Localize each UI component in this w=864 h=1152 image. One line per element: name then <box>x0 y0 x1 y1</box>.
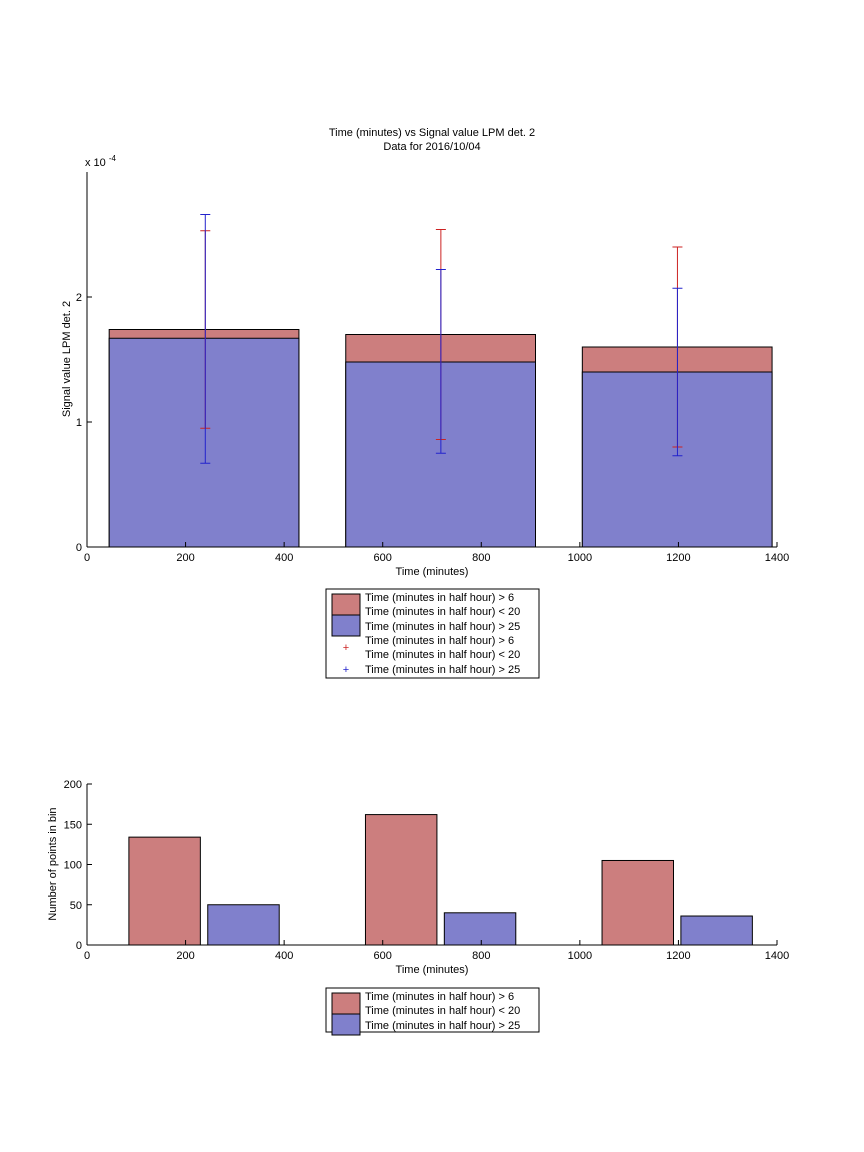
chart1-x-tick-label-6: 1200 <box>666 552 690 564</box>
chart2-y-tick-label-0: 0 <box>76 940 82 952</box>
chart2-legend-swatch-lower <box>331 1013 361 1036</box>
chart2-legend-entry-1: Time (minutes in half hour) > 6 <box>365 991 514 1003</box>
chart1-y-exponent-power: -4 <box>109 154 117 163</box>
chart2-y-label: Number of points in bin <box>47 807 59 920</box>
chart2-x-tick-label-4: 800 <box>472 950 490 962</box>
chart1-y-exponent-base: x 10 <box>85 157 106 169</box>
chart2-y-tick-label-4: 200 <box>64 779 82 791</box>
chart2-y-ticks: 0 50 100 150 200 <box>64 779 92 952</box>
chart2-x-label: Time (minutes) <box>396 964 469 976</box>
chart1-legend-entry-4: Time (minutes in half hour) > 6 <box>365 635 514 647</box>
chart2-x-tick-label-5: 1000 <box>568 950 592 962</box>
chart1-x-tick-label-5: 1000 <box>568 552 592 564</box>
chart2-x-tick-label-3: 600 <box>374 950 392 962</box>
chart1-legend-entry-2: Time (minutes in half hour) < 20 <box>365 606 520 618</box>
chart2-plot <box>128 814 753 946</box>
chart1-legend: + + Time (minutes in half hour) > 6 Time… <box>325 588 540 679</box>
chart2-y-tick-label-3: 150 <box>64 819 82 831</box>
chart2-y-tick-label-1: 50 <box>70 900 82 912</box>
chart1-legend-entry-1: Time (minutes in half hour) > 6 <box>365 592 514 604</box>
chart1-y-ticks: 0 1 2 <box>76 292 92 554</box>
chart2-x-tick-label-1: 200 <box>176 950 194 962</box>
chart2-bar-0-0 <box>128 836 201 946</box>
chart1-bar-lower-0 <box>108 337 300 548</box>
chart1-y-label: Signal value LPM det. 2 <box>61 301 73 417</box>
chart1-x-tick-label-3: 600 <box>374 552 392 564</box>
chart1-x-tick-label-2: 400 <box>275 552 293 564</box>
chart1-legend-entry-6: Time (minutes in half hour) > 25 <box>365 664 520 676</box>
chart1-legend-marker-blue: + <box>343 664 349 676</box>
chart1-x-tick-label-4: 800 <box>472 552 490 564</box>
chart1-plot <box>108 214 773 548</box>
chart2-bar-1-0 <box>207 904 280 946</box>
chart2-x-tick-label-6: 1200 <box>666 950 690 962</box>
chart1-legend-swatch-lower <box>331 614 361 637</box>
chart2-legend-box <box>325 987 540 1033</box>
chart1-legend-entry-3: Time (minutes in half hour) > 25 <box>365 621 520 633</box>
chart2-y-tick-label-2: 100 <box>64 860 82 872</box>
chart1-x-tick-label-1: 200 <box>176 552 194 564</box>
chart1-y-tick-label-0: 0 <box>76 542 82 554</box>
chart1-y-exponent: x 10 -4 <box>85 154 117 169</box>
chart2-legend-entry-3: Time (minutes in half hour) > 25 <box>365 1020 520 1032</box>
chart2-x-tick-label-7: 1400 <box>765 950 789 962</box>
chart1-x-tick-label-7: 1400 <box>765 552 789 564</box>
chart1-x-ticks: 0 200 400 600 800 1000 1200 1400 <box>84 542 789 564</box>
chart1-y-tick-label-1: 1 <box>76 417 82 429</box>
chart1-x-label: Time (minutes) <box>396 566 469 578</box>
chart2-x-tick-label-0: 0 <box>84 950 90 962</box>
chart1-title: Time (minutes) vs Signal value LPM det. … <box>329 127 535 139</box>
chart2-bar-0-1 <box>364 814 438 946</box>
chart1-legend-box <box>325 588 540 679</box>
chart2-legend: Time (minutes in half hour) > 6 Time (mi… <box>325 987 540 1036</box>
chart1-legend-entry-5: Time (minutes in half hour) < 20 <box>365 649 520 661</box>
chart2-bar-0-2 <box>601 859 674 946</box>
chart1-legend-marker-red: + <box>343 642 349 654</box>
chart2-legend-entry-2: Time (minutes in half hour) < 20 <box>365 1005 520 1017</box>
chart2-legend-swatch-upper <box>331 992 361 1015</box>
chart2-bar-1-2 <box>680 915 753 946</box>
chart2-bar-1-1 <box>443 912 517 946</box>
chart2-x-tick-label-2: 400 <box>275 950 293 962</box>
chart1-legend-swatch-upper <box>331 593 361 616</box>
chart1-y-tick-label-2: 2 <box>76 292 82 304</box>
chart2-x-ticks: 0 200 400 600 800 1000 1200 1400 <box>84 940 789 962</box>
chart1-x-tick-label-0: 0 <box>84 552 90 564</box>
chart1-subtitle: Data for 2016/10/04 <box>383 141 480 153</box>
